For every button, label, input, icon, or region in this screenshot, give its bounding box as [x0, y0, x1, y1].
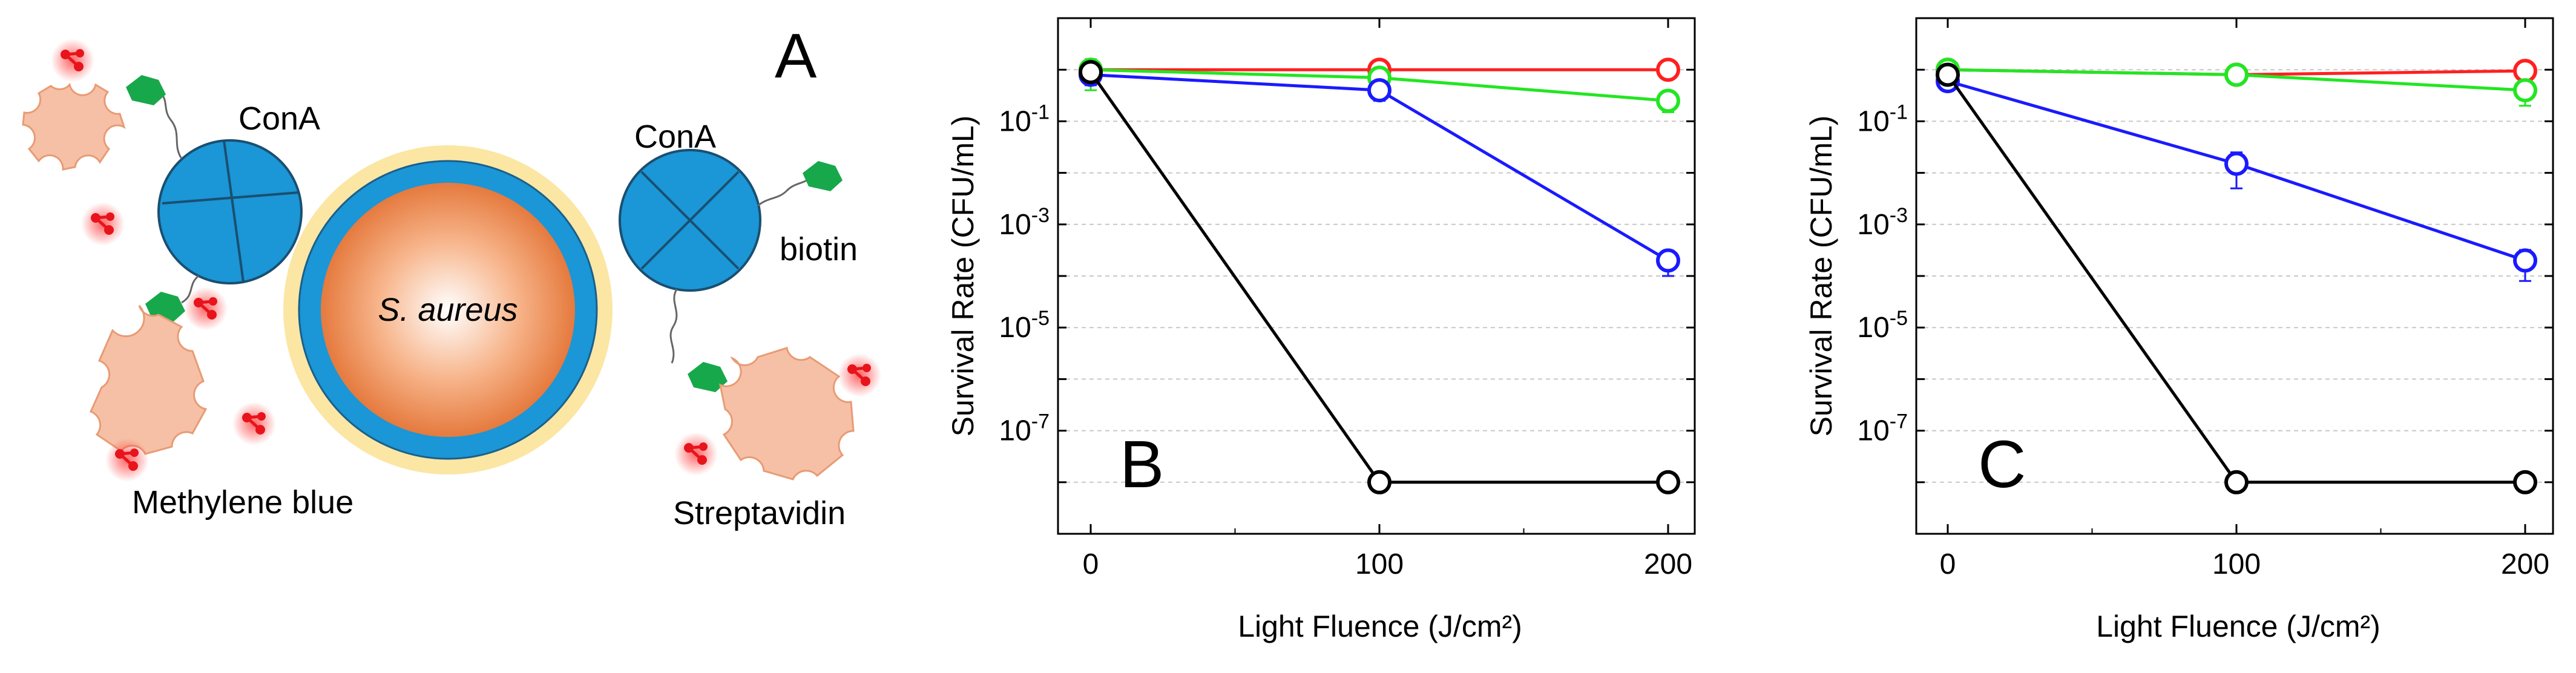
- y-tick-label: 10-1: [999, 100, 1050, 137]
- chart-b-y-ticks: 10-1 10-3 10-5 10-7: [999, 17, 1695, 535]
- y-tick-label: 10-1: [1857, 100, 1908, 137]
- data-point-blue: [2224, 151, 2249, 176]
- chart-b-series: [1079, 57, 1680, 494]
- streptavidin-top-left: [22, 82, 126, 171]
- streptavidin-label: Streptavidin: [673, 495, 846, 531]
- chart-c-xlabel: Light Fluence (J/cm²): [2096, 609, 2380, 643]
- series-line-blue: [1090, 73, 1669, 262]
- series-line-black: [1946, 74, 2525, 484]
- chart-b-x-ticks: 0 100 200: [1083, 18, 1692, 580]
- chart-b-xlabel: Light Fluence (J/cm²): [1238, 609, 1522, 643]
- chart-c-x-ticks: 0 100 200: [1940, 18, 2549, 580]
- series-blue: [1079, 62, 1680, 277]
- chart-c-panel-letter: C: [1978, 427, 2026, 502]
- chart-c-series: [1936, 57, 2537, 494]
- cona-left-label: ConA: [238, 100, 320, 137]
- x-tick-label: 0: [1940, 548, 1956, 580]
- biotin-left-top: [126, 75, 166, 105]
- methylene-blue-label: Methylene blue: [132, 484, 353, 520]
- data-point-red: [2513, 59, 2537, 84]
- series-black: [1936, 62, 2537, 494]
- series-black: [1079, 60, 1680, 494]
- y-tick-label: 10-7: [999, 410, 1050, 447]
- biotin-label: biotin: [780, 231, 858, 268]
- x-tick-label: 100: [1355, 548, 1404, 580]
- dye-1: [51, 39, 94, 82]
- chart-panel-c: 10-1 10-3 10-5 10-7 0 100 200 C Survival Rate…: [1804, 17, 2554, 643]
- y-tick-label: 10-7: [1857, 410, 1908, 447]
- data-point-black: [1936, 62, 1960, 87]
- dye-6: [838, 353, 881, 397]
- bacterium-cell: [321, 183, 575, 437]
- dye-7: [674, 432, 718, 476]
- y-tick-label: 10-5: [1857, 307, 1908, 344]
- y-tick-label: 10-3: [999, 204, 1050, 241]
- data-point-blue: [1656, 248, 1680, 273]
- y-tick-label: 10-5: [999, 307, 1050, 344]
- cona-right-label: ConA: [634, 119, 716, 155]
- tether-right-bottom: [669, 289, 678, 364]
- biotin-right-top: [803, 161, 843, 191]
- data-point-black: [1079, 60, 1103, 85]
- chart-c-y-ticks: 10-1 10-3 10-5 10-7: [1857, 17, 2553, 535]
- dye-2: [81, 202, 125, 246]
- data-point-black: [1367, 470, 1392, 494]
- chart-b-ylabel: Survival Rate (CFU/mL): [946, 116, 980, 437]
- chart-b-panel-letter: B: [1120, 427, 1164, 502]
- data-point-red: [1656, 57, 1680, 82]
- tether-left-top: [157, 90, 183, 159]
- panel-a-letter: A: [775, 21, 817, 91]
- chart-b-grid: [1058, 69, 1695, 483]
- chart-c-ylabel: Survival Rate (CFU/mL): [1804, 116, 1838, 437]
- x-tick-label: 200: [2501, 548, 2549, 580]
- data-point-green: [1656, 88, 1680, 113]
- y-tick-label: 10-3: [1857, 204, 1908, 241]
- data-point-green: [2513, 78, 2537, 103]
- series-blue: [1936, 69, 2537, 282]
- x-tick-label: 0: [1083, 548, 1099, 580]
- cona-left: [157, 139, 303, 284]
- dye-3: [184, 287, 228, 330]
- tether-right-top: [757, 174, 813, 207]
- chart-c-grid: [1916, 69, 2553, 483]
- panel-a-illustration: A S. aureus ConA ConA: [22, 21, 881, 531]
- data-point-black: [1656, 470, 1680, 494]
- streptavidin-right: [718, 347, 855, 481]
- x-tick-label: 200: [1644, 548, 1692, 580]
- data-point-blue: [2513, 248, 2537, 273]
- cona-right: [619, 149, 761, 292]
- x-tick-label: 100: [2212, 548, 2261, 580]
- data-point-black: [2513, 470, 2537, 494]
- data-point-blue: [1367, 78, 1392, 103]
- streptavidin-bottom-left: [89, 304, 208, 455]
- series-green: [1936, 57, 2537, 107]
- bacterium-label: S. aureus: [378, 292, 518, 328]
- series-line-black: [1089, 71, 1668, 484]
- data-point-black: [2224, 470, 2249, 494]
- tether-left-bottom: [181, 275, 199, 304]
- data-point-green: [2224, 62, 2249, 87]
- dye-5: [105, 438, 149, 482]
- chart-panel-b: 10-1 10-3 10-5 10-7 0 100 200 B Survival Rate…: [946, 17, 1696, 643]
- dye-4: [232, 402, 276, 445]
